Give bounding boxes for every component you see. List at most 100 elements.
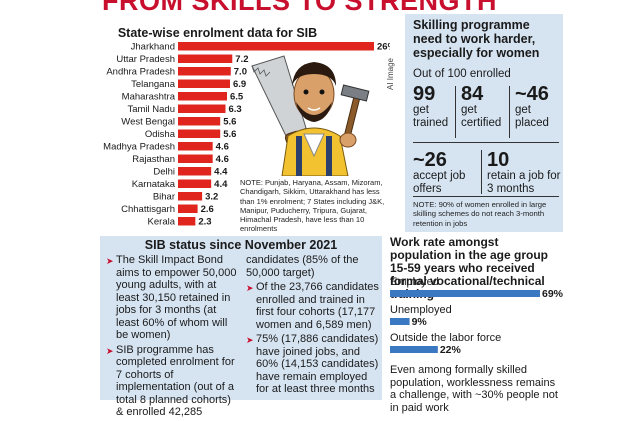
state-value-label: 2.3: [198, 217, 211, 228]
worker-illustration: [251, 55, 370, 176]
state-value-label: 6.9: [233, 79, 246, 90]
state-bar: [178, 79, 231, 88]
work-bar: [390, 318, 410, 325]
stat-value: ~46: [515, 83, 549, 105]
work-bar: [390, 290, 540, 297]
state-category-label: Jharkhand: [131, 42, 175, 53]
stat-accept-offers: ~26 accept job offers: [413, 150, 479, 195]
divider: [455, 86, 456, 138]
state-category-label: Madhya Pradesh: [103, 142, 175, 153]
state-note: NOTE: Punjab, Haryana, Assam, Mizoram, C…: [240, 178, 385, 234]
state-value-label: 7.0: [234, 67, 247, 78]
skilling-panel: Skilling programme need to work harder, …: [405, 14, 563, 232]
stat-label: retain a job for 3 months: [487, 170, 561, 195]
divider: [413, 142, 559, 143]
stat-placed: ~46 get placed: [515, 84, 561, 129]
work-category-label: Unemployed: [390, 304, 452, 316]
skilling-panel-note: NOTE: 90% of women enrolled in large ski…: [413, 200, 547, 228]
banner-title-part1: FROM SKILLS: [102, 0, 291, 16]
sib-item-text: Of the 23,766 candidates enrolled and tr…: [256, 281, 379, 331]
sib-item: ➤ 75% (17,886 candidates) have joined jo…: [246, 333, 380, 396]
stat-trained: 99 get trained: [413, 84, 453, 129]
stat-value: ~26: [413, 149, 447, 171]
sib-item-continuation: candidates (85% of the 50,000 target): [246, 254, 380, 279]
state-value-label: 2.6: [201, 204, 214, 215]
state-category-label: Maharashtra: [122, 92, 176, 103]
stat-label: get certified: [461, 104, 502, 129]
state-bar: [178, 117, 221, 126]
state-category-label: Telangana: [131, 79, 176, 90]
banner-title: FROM SKILLS TO STRENGTH: [102, 0, 497, 17]
stat-retain-job: 10 retain a job for 3 months: [487, 150, 561, 195]
state-category-label: Chhattisgarh: [121, 204, 175, 215]
divider: [413, 196, 559, 197]
ai-image-tag: AI Image: [386, 58, 395, 91]
state-category-label: Odisha: [145, 129, 176, 140]
stat-label: accept job offers: [413, 170, 466, 195]
work-rate-note: Even among formally skilled population, …: [390, 364, 558, 414]
stat-value: 99: [413, 83, 436, 105]
stat-certified: 84 get certified: [461, 84, 507, 129]
state-bar: [178, 129, 221, 138]
sib-item: ➤ SIB programme has completed enrolment …: [106, 344, 240, 419]
banner: FROM SKILLS TO STRENGTH: [0, 0, 635, 22]
banner-title-part2: TO STRENGTH: [298, 0, 498, 16]
state-bar: [178, 54, 233, 63]
state-bar: [178, 67, 231, 76]
sib-column-right: candidates (85% of the 50,000 target) ➤ …: [246, 254, 380, 398]
state-category-label: Uttar Pradesh: [116, 54, 175, 65]
state-bar: [178, 217, 196, 226]
state-bar: [178, 154, 213, 163]
state-value-label: 4.4: [214, 167, 228, 178]
work-category-label: Outside the labor force: [390, 332, 501, 344]
state-bar: [178, 179, 212, 188]
state-bar: [178, 167, 212, 176]
sib-item-text: The Skill Impact Bond aims to empower 50…: [116, 254, 237, 341]
stat-label: get trained: [413, 104, 449, 129]
sib-item: ➤ The Skill Impact Bond aims to empower …: [106, 254, 240, 342]
arrow-icon: ➤: [106, 256, 114, 266]
arrow-icon: ➤: [246, 335, 254, 345]
state-category-label: Bihar: [153, 192, 175, 203]
state-category-label: Rajasthan: [132, 154, 175, 165]
state-value-label: 5.6: [223, 129, 236, 140]
state-value-label: 5.6: [223, 117, 236, 128]
state-category-label: Tamil Nadu: [127, 104, 175, 115]
divider: [509, 86, 510, 138]
sib-column-left: ➤ The Skill Impact Bond aims to empower …: [106, 254, 240, 421]
state-value-label: 7.2: [235, 54, 248, 65]
sib-item: ➤ Of the 23,766 candidates enrolled and …: [246, 281, 380, 331]
state-bar: [178, 92, 227, 101]
arrow-icon: ➤: [106, 345, 114, 356]
state-value-label: 26%: [377, 42, 390, 53]
state-bar: [178, 142, 213, 151]
state-category-label: Karnataka: [132, 179, 176, 190]
sib-item-text: candidates (85% of the 50,000 target): [246, 254, 359, 279]
state-value-label: 4.6: [216, 142, 229, 153]
state-bar: [178, 104, 226, 113]
divider: [481, 150, 482, 194]
sib-item-text: 75% (17,886 candidates) have joined jobs…: [256, 333, 379, 395]
work-value-label: 9%: [412, 316, 428, 328]
sib-item-text: SIB programme has completed enrolment fo…: [116, 343, 235, 419]
work-bar: [390, 346, 438, 353]
sib-status-title: SIB status since November 2021: [144, 238, 338, 252]
work-rate-panel: Work rate amongst population in the age …: [390, 235, 635, 414]
state-value-label: 6.3: [228, 104, 241, 115]
state-enrolment-panel: Jharkhand 26% Uttar Pradesh 7.2 Andhra Prade…: [100, 22, 390, 230]
skilling-panel-title: Skilling programme need to work harder, …: [413, 18, 540, 60]
work-value-label: 22%: [440, 344, 462, 356]
work-category-label: Employed: [390, 276, 439, 288]
sib-status-panel: SIB status since November 2021 ➤ The Ski…: [100, 236, 382, 418]
state-bar: [178, 42, 374, 51]
state-enrolment-chart: Jharkhand 26% Uttar Pradesh 7.2 Andhra Prade…: [103, 42, 390, 228]
work-rate-title: Work rate amongst population in the age …: [390, 235, 548, 301]
state-chart-title: State-wise enrolment data for SIB: [117, 26, 318, 40]
work-value-label: 69%: [542, 288, 564, 300]
skilling-panel-subtitle: Out of 100 enrolled: [413, 68, 511, 80]
state-value-label: 3.2: [205, 192, 218, 203]
state-value-label: 6.5: [230, 92, 244, 103]
state-bar: [178, 192, 203, 201]
stat-value: 84: [461, 83, 484, 105]
